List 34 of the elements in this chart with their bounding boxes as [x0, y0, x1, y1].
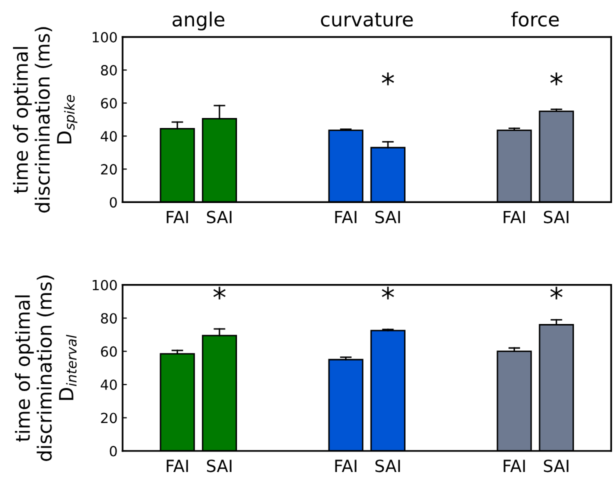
x-tick-label: SAI — [375, 460, 400, 472]
y-tick-label: 20 — [101, 412, 117, 424]
y-tick-label: 100 — [92, 32, 117, 42]
x-tick-label: SAI — [544, 460, 568, 472]
x-tick-label: FAI — [504, 210, 525, 224]
y-tick-label: 0 — [110, 197, 117, 208]
data-label: * — [382, 286, 394, 300]
text: angle — [172, 12, 224, 30]
x-tick-label: FAI — [504, 460, 525, 472]
x-tick-label: FAI — [335, 460, 356, 472]
y-tick-label: 60 — [101, 346, 117, 357]
y-tick-label: 0 — [110, 446, 117, 456]
x-tick-label: FAI — [335, 210, 356, 224]
x-tick-label: SAI — [206, 210, 232, 224]
data-label: * — [382, 72, 394, 86]
y-axis-title: time of optimal discrimination (ms) D$_{interval}$ — [14, 275, 77, 461]
text: curvature — [321, 12, 413, 27]
y-axis-title: time of optimal discrimination (ms) D$_{spike}$ — [12, 27, 78, 213]
y-tick-label: 100 — [92, 280, 117, 290]
x-tick-label: SAI — [206, 460, 232, 472]
y-tick-label: 80 — [101, 313, 117, 324]
text: force — [511, 12, 559, 27]
y-tick-label: 40 — [100, 380, 117, 390]
data-label: * — [550, 286, 563, 300]
y-tick-label: 80 — [101, 65, 117, 76]
y-tick-label: 20 — [101, 164, 117, 175]
x-tick-label: FAI — [166, 210, 188, 224]
data-label: * — [213, 286, 226, 300]
y-tick-label: 60 — [101, 98, 117, 109]
x-tick-label: SAI — [544, 210, 568, 224]
y-tick-label: 40 — [100, 131, 117, 142]
x-tick-label: SAI — [375, 210, 400, 224]
x-tick-label: FAI — [166, 460, 188, 472]
data-label: * — [550, 72, 563, 86]
